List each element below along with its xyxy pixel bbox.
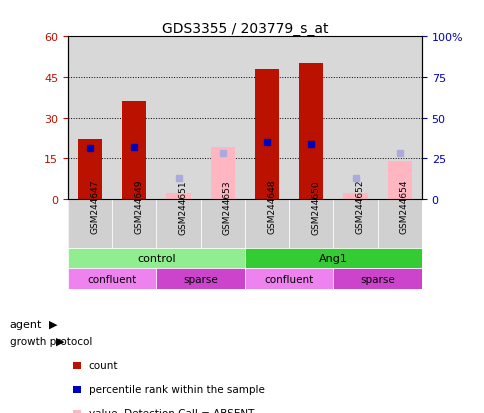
Bar (387, 161, 411, 199)
Bar (200, 199, 244, 249)
Title: GDS3355 / 203779_s_at: GDS3355 / 203779_s_at (161, 22, 328, 36)
Text: growth protocol: growth protocol (10, 336, 92, 346)
Text: confluent: confluent (87, 274, 136, 284)
Bar (122, 102, 146, 199)
Text: GSM244654: GSM244654 (399, 180, 408, 234)
Bar (68, 269, 156, 289)
Text: ▶: ▶ (48, 319, 57, 329)
Bar (78, 140, 102, 199)
Text: confluent: confluent (264, 274, 313, 284)
Bar (112, 199, 156, 249)
Text: GSM244650: GSM244650 (311, 180, 319, 234)
Text: GSM244651: GSM244651 (178, 180, 187, 234)
Bar (156, 199, 200, 249)
Text: control: control (137, 254, 175, 263)
Bar (299, 64, 323, 199)
Text: GSM244653: GSM244653 (222, 180, 231, 234)
Bar (68, 199, 112, 249)
Bar (244, 199, 288, 249)
Text: GSM244652: GSM244652 (355, 180, 364, 234)
Text: value, Detection Call = ABSENT: value, Detection Call = ABSENT (89, 408, 254, 413)
Bar (288, 199, 333, 249)
Bar (333, 199, 377, 249)
Bar (166, 194, 190, 199)
Bar (210, 148, 234, 199)
Text: sparse: sparse (183, 274, 218, 284)
Bar (255, 70, 279, 199)
Text: agent: agent (10, 319, 42, 329)
Text: ▶: ▶ (56, 336, 64, 346)
Bar (68, 249, 244, 269)
Bar (244, 249, 421, 269)
Text: GSM244648: GSM244648 (267, 180, 275, 234)
Bar (333, 269, 421, 289)
Bar (156, 269, 244, 289)
Text: GSM244647: GSM244647 (90, 180, 99, 234)
Text: Ang1: Ang1 (318, 254, 347, 263)
Bar (377, 199, 421, 249)
Bar (244, 269, 333, 289)
Text: count: count (89, 361, 118, 370)
Text: percentile rank within the sample: percentile rank within the sample (89, 385, 264, 394)
Text: sparse: sparse (360, 274, 394, 284)
Text: GSM244649: GSM244649 (134, 180, 143, 234)
Bar (343, 194, 367, 199)
